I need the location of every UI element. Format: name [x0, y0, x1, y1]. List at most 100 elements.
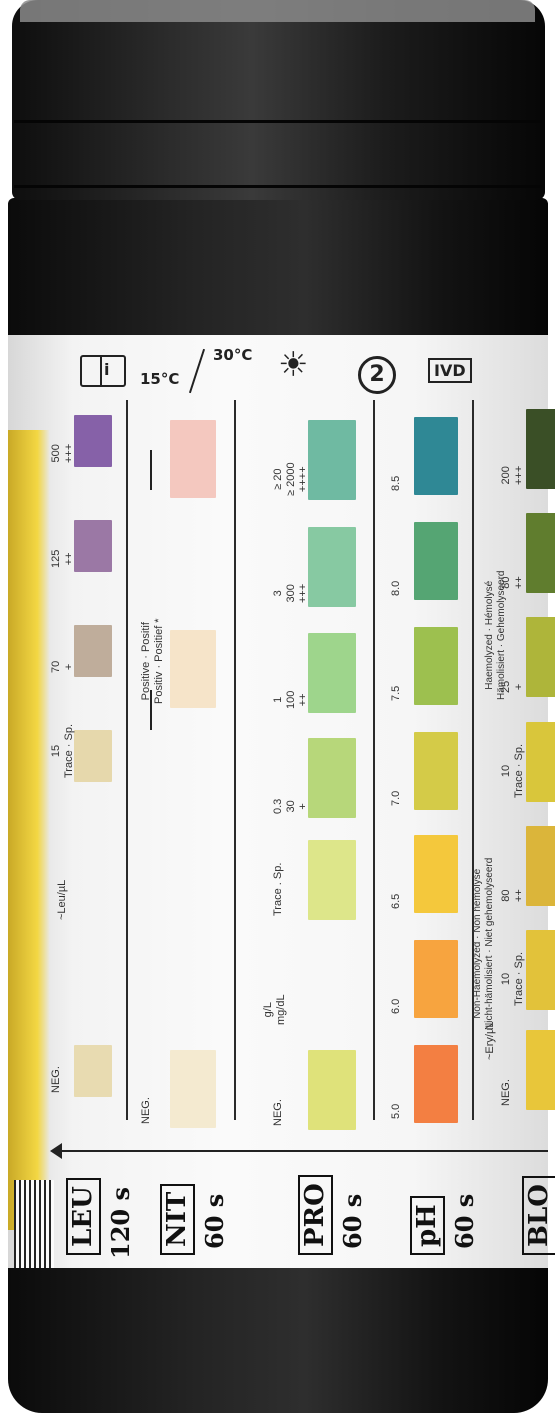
- cap-ridge: [14, 185, 542, 188]
- non-haemolyzed-label: Non-Haemolyzed · Non hémolysé Nicht-hämol…: [472, 858, 495, 1030]
- level-label-pro-1-line: Trace . Sp.: [272, 862, 284, 916]
- test-code-pro: PRO: [298, 1175, 333, 1255]
- color-swatch-nit-2: [170, 420, 216, 498]
- read-time-ph: 60 s: [450, 1193, 479, 1249]
- info-book-icon: i: [80, 355, 126, 387]
- level-label-nit-1-line: Positiv · Positief *: [152, 618, 165, 704]
- keep-away-from-sunlight-icon: ☀: [278, 345, 309, 385]
- level-label-ph-0-line: 5.0: [390, 1103, 402, 1119]
- level-label-blo-3-line: 10: [500, 764, 512, 778]
- level-label-blo-6-line: 200: [500, 466, 512, 485]
- level-label-blo-6-line: +++: [512, 465, 525, 485]
- level-label-ph-6-line: 8.5: [390, 475, 402, 491]
- level-label-pro-3: 1 100 ++: [272, 691, 310, 709]
- temp-low: 15°C: [140, 370, 180, 388]
- color-swatch-blo-1: [526, 930, 555, 1010]
- arrow-head-icon: [50, 1143, 62, 1159]
- color-swatch-leu-1: [74, 730, 112, 782]
- color-swatch-nit-0: [170, 1050, 216, 1128]
- level-label-leu-4-line: +++: [62, 443, 75, 463]
- color-swatch-pro-0: [308, 1050, 356, 1130]
- level-label-blo-1-line: 10: [500, 972, 512, 986]
- read-time-nit: 60 s: [200, 1193, 229, 1249]
- level-label-pro-4-line: 300: [284, 584, 297, 603]
- level-label-pro-0-line: NEG.: [272, 1099, 284, 1126]
- column-divider: [126, 400, 128, 1120]
- level-label-blo-4-line: +: [512, 683, 525, 691]
- column-divider: [373, 400, 375, 1120]
- barcode: [14, 1180, 54, 1268]
- color-swatch-ph-3: [414, 732, 458, 810]
- level-label-blo-0-line: NEG.: [500, 1079, 512, 1106]
- color-swatch-leu-4: [74, 415, 112, 467]
- level-label-blo-2-line: ++: [512, 889, 525, 902]
- ivd-icon: IVD: [428, 358, 472, 383]
- level-label-pro-2-line: +: [297, 803, 310, 810]
- level-label-blo-2: 80 ++: [500, 889, 525, 902]
- level-label-ph-1: 6.0: [390, 999, 403, 1014]
- level-label-ph-5-line: 8.0: [390, 580, 402, 596]
- color-swatch-pro-4: [308, 527, 356, 607]
- cap-ridge: [14, 120, 542, 123]
- color-swatch-leu-2: [74, 625, 112, 677]
- level-label-ph-4: 7.5: [390, 686, 403, 701]
- level-label-blo-6: 200 +++: [500, 466, 525, 485]
- level-label-blo-1: 10 Trace · Sp.: [500, 952, 525, 1006]
- level-label-pro-5-line: ≥ 20: [272, 468, 284, 490]
- level-label-blo-3: 10 Trace · Sp.: [500, 744, 525, 798]
- read-direction-arrow: [60, 1150, 548, 1152]
- color-swatch-blo-2: [526, 826, 555, 906]
- non-haemolyzed-label-line: Non-Haemolyzed · Non hémolysé: [472, 868, 483, 1019]
- unit-label-leu: ~Leu/µL: [56, 880, 69, 920]
- level-label-ph-4-line: 7.5: [390, 685, 402, 701]
- color-swatch-ph-6: [414, 417, 458, 495]
- bottle-cap[interactable]: [12, 0, 545, 200]
- level-label-pro-5-line: ++++: [297, 466, 310, 493]
- read-time-pro: 60 s: [338, 1193, 367, 1249]
- level-label-nit-0: NEG.: [140, 1097, 153, 1124]
- do-not-reuse-icon: 2: [358, 356, 396, 394]
- level-label-leu-2-line: +: [62, 663, 75, 671]
- level-label-leu-3: 125 ++: [50, 550, 75, 568]
- color-swatch-nit-1: [170, 630, 216, 708]
- level-label-leu-1-line: Trace · Sp.: [62, 724, 75, 778]
- non-haemolyzed-label-line: Nicht-hämolisiert · Niet gehemolyseerd: [483, 857, 495, 1030]
- level-label-nit-1: Positive · Positif Positiv · Positief *: [140, 618, 165, 704]
- level-label-blo-5-line: ++: [512, 576, 525, 589]
- level-label-ph-6: 8.5: [390, 476, 403, 491]
- level-label-blo-0: NEG.: [500, 1079, 513, 1106]
- color-swatch-ph-1: [414, 940, 458, 1018]
- level-label-leu-2: 70 +: [50, 661, 75, 673]
- level-label-pro-2: 0.3 30 +: [272, 799, 310, 814]
- unit-label-leu-line: ~Leu/µL: [56, 879, 68, 920]
- unit-label-pro-line: g/L: [262, 1002, 274, 1018]
- level-label-blo-1-line: Trace · Sp.: [512, 952, 525, 1006]
- level-label-pro-3-line: 100: [284, 690, 297, 709]
- level-label-leu-2-line: 70: [50, 660, 62, 673]
- level-label-ph-5: 8.0: [390, 581, 403, 596]
- level-label-nit-0-line: NEG.: [140, 1097, 152, 1124]
- level-label-leu-4-line: 500: [50, 444, 62, 463]
- column-divider: [234, 400, 236, 1120]
- level-label-ph-0: 5.0: [390, 1104, 403, 1119]
- level-label-blo-3-line: Trace · Sp.: [512, 744, 525, 798]
- level-label-ph-2: 6.5: [390, 894, 403, 909]
- level-label-leu-1: 15 Trace · Sp.: [50, 724, 75, 778]
- temp-high: 30°C: [213, 346, 253, 364]
- level-label-pro-2-line: 30: [284, 800, 297, 813]
- haemolyzed-label-line: Haemolyzed · Hémolysé: [484, 580, 495, 690]
- color-swatch-ph-4: [414, 627, 458, 705]
- color-swatch-ph-2: [414, 835, 458, 913]
- label-yellow-edge: [8, 430, 50, 1230]
- level-label-pro-2-line: 0.3: [272, 798, 284, 814]
- read-time-leu: 120 s: [106, 1187, 135, 1259]
- test-code-blo: BLO: [522, 1176, 555, 1255]
- color-swatch-blo-3: [526, 722, 555, 802]
- test-code-ph: pH: [410, 1196, 445, 1255]
- haemolyzed-label: Haemolyzed · Hémolysé Hämolisiert · Gehem…: [484, 571, 507, 701]
- cap-top-rim: [20, 0, 535, 22]
- level-label-leu-3-line: 125: [50, 549, 62, 568]
- level-label-ph-3-line: 7.0: [390, 790, 402, 806]
- level-label-ph-3: 7.0: [390, 791, 403, 806]
- color-swatch-ph-5: [414, 522, 458, 600]
